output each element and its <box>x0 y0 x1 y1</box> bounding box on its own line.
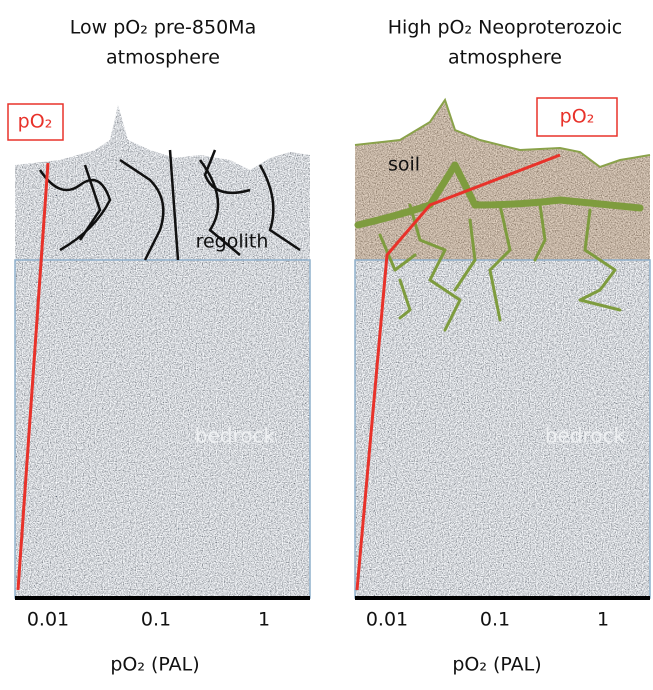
po2-profile <box>355 153 561 591</box>
layer-label: bedrock <box>545 424 626 448</box>
panel-title: High pO₂ Neoproterozoic <box>388 17 622 39</box>
panel-title: Low pO₂ pre-850Ma <box>70 17 256 39</box>
x-tick-label: 1 <box>597 609 609 631</box>
x-tick-label: 0.01 <box>27 609 69 631</box>
layer-label: soil <box>388 154 420 176</box>
x-axis-label: pO₂ (PAL) <box>110 654 199 676</box>
roots <box>354 161 644 332</box>
panel-title: atmosphere <box>106 47 220 69</box>
po2-box <box>7 103 64 141</box>
soil-outline <box>354 97 651 169</box>
x-axis-label: pO₂ (PAL) <box>452 654 541 676</box>
layer-label: bedrock <box>195 424 276 448</box>
layer-label: regolith <box>196 231 269 253</box>
x-tick-label: 1 <box>258 609 270 631</box>
po2-box <box>536 97 618 137</box>
regolith-cracks <box>38 149 301 261</box>
po2-profile <box>16 162 50 591</box>
x-tick-label: 0.01 <box>366 609 408 631</box>
po2-label: pO₂ <box>560 106 595 128</box>
x-tick-label: 0.1 <box>141 609 171 631</box>
panel-title: atmosphere <box>448 47 562 69</box>
rock-column <box>15 105 310 598</box>
x-tick-label: 0.1 <box>480 609 510 631</box>
po2-label: pO₂ <box>18 111 53 133</box>
